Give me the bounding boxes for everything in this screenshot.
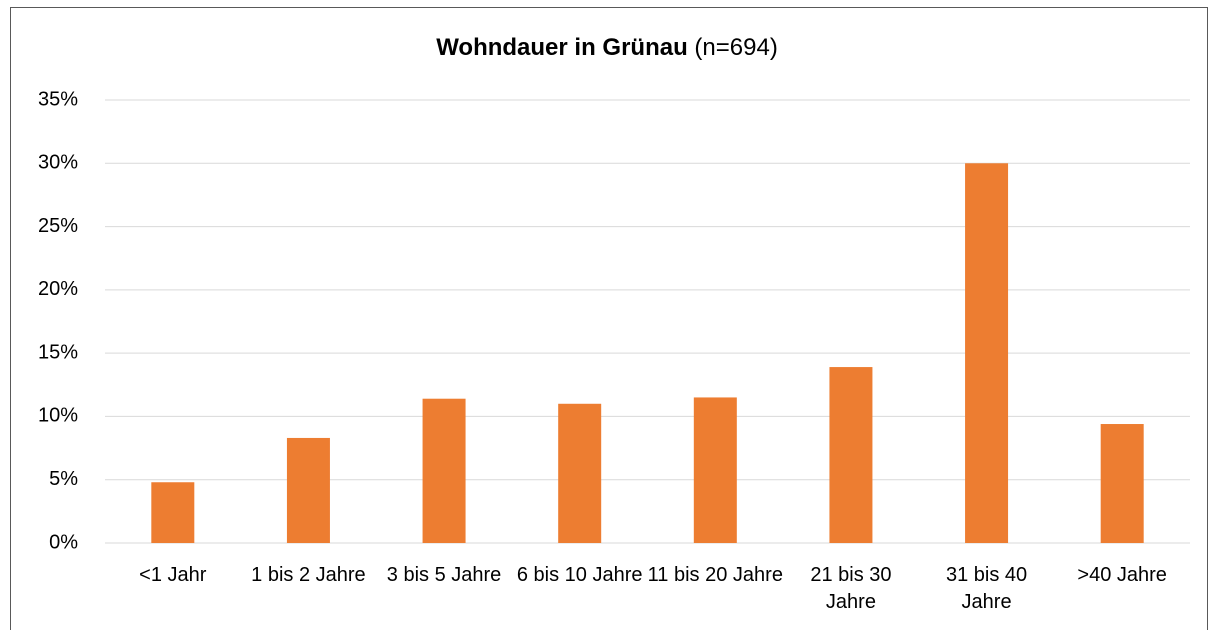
bar (558, 403, 602, 543)
bar (151, 482, 195, 543)
x-tick-label: 3 bis 5 Jahre (386, 564, 502, 586)
bar (693, 397, 737, 543)
y-tick-label: 10% (38, 405, 78, 427)
y-tick-label: 35% (38, 88, 78, 110)
x-tick-label: 11 bis 20 Jahre (647, 564, 783, 586)
x-tick-label: 21 bis 30 Jahre (810, 564, 892, 613)
y-tick-label: 15% (38, 341, 78, 363)
bar (965, 163, 1009, 544)
chart-title-block: Wohndauer in Grünau (n=694) (0, 34, 1214, 62)
bar (422, 398, 466, 543)
y-tick-label: 5% (49, 468, 78, 490)
x-tick-label: <1 Jahr (139, 564, 207, 586)
x-tick-label: 1 bis 2 Jahre (251, 564, 366, 586)
chart-title: Wohndauer in Grünau (436, 34, 688, 61)
y-tick-label: 20% (38, 278, 78, 300)
bar (1100, 424, 1144, 543)
bar (286, 437, 330, 543)
chart-frame (10, 7, 1208, 630)
bar (829, 367, 873, 543)
y-tick-label: 30% (38, 152, 78, 174)
y-tick-label: 25% (38, 215, 78, 237)
x-tick-label: 31 bis 40 Jahre (945, 564, 1028, 613)
x-tick-label: 6 bis 10 Jahre (516, 564, 643, 586)
x-tick-label: >40 Jahre (1077, 564, 1167, 586)
chart-subtitle: (n=694) (694, 34, 778, 61)
y-tick-label: 0% (49, 531, 78, 553)
